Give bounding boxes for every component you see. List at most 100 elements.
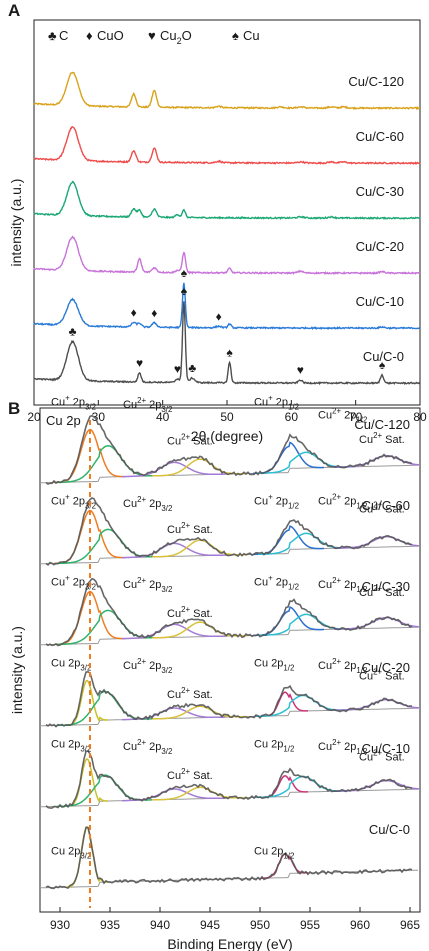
component-label-base: Cu	[318, 496, 332, 508]
component-label-base: Cu	[254, 496, 268, 508]
component-label-sup: 2+	[137, 738, 146, 747]
xps-baseline	[40, 626, 419, 646]
peak-marker: ♣	[188, 361, 196, 375]
xps-component-peak	[121, 707, 225, 721]
x-tick-label: 930	[50, 918, 70, 932]
component-label: Cu+ 2p3/2	[51, 393, 96, 411]
peak-marker: ♦	[216, 309, 222, 323]
component-label-sup: +	[65, 574, 70, 583]
component-label-mid: 2p	[65, 846, 80, 858]
xps-raw-data	[45, 577, 413, 647]
component-label-base: Cu	[254, 846, 268, 858]
component-label: Cu2+ 2p3/2	[123, 396, 172, 414]
component-label-sub: 1/2	[283, 852, 294, 861]
component-label-mid: 2p	[268, 739, 283, 751]
component-label-base: Cu	[123, 399, 137, 411]
component-label-tail: Sat.	[382, 503, 405, 515]
component-label-mid: 2p	[146, 741, 161, 753]
x-tick-label: 965	[400, 918, 420, 932]
component-label: Cu2+ 2p1/2	[318, 493, 367, 511]
component-label-sup: 2+	[137, 495, 146, 504]
xrd-series-line	[33, 282, 421, 330]
component-label-base: Cu	[359, 671, 373, 683]
component-label-base: Cu	[318, 409, 332, 421]
panel-a-letter: A	[8, 1, 20, 20]
component-label-sub: 3/2	[80, 745, 91, 754]
y-axis-label: intensity (a.u.)	[8, 179, 24, 267]
component-label: Cu 2p1/2	[254, 658, 294, 673]
component-label-base: Cu	[123, 660, 137, 672]
component-label-sup: 2+	[181, 432, 190, 441]
series-label: Cu/C-60	[356, 129, 404, 144]
component-label-base: Cu	[254, 396, 268, 408]
xps-component-peak	[65, 679, 108, 726]
component-label-sub: 3/2	[85, 502, 96, 511]
component-label-mid: 2p	[273, 577, 288, 589]
xps-component-peak	[253, 441, 324, 475]
component-label-sup: 2+	[181, 605, 190, 614]
xrd-series-line	[33, 301, 421, 386]
component-label-tail: Sat.	[382, 671, 405, 683]
component-label-base: Cu	[359, 587, 373, 599]
legend-label: CuO	[97, 28, 124, 43]
xps-raw-data	[45, 826, 413, 890]
component-label-sub: 1/2	[283, 664, 294, 673]
component-label: Cu2+ Sat.	[359, 584, 405, 599]
component-label-sup: 2+	[373, 431, 382, 440]
component-label-sub: 3/2	[161, 747, 172, 756]
component-label: Cu+ 2p1/2	[254, 393, 299, 411]
series-label: Cu/C-30	[362, 579, 410, 594]
component-label-sub: 3/2	[80, 664, 91, 673]
component-label-mid: 2p	[341, 496, 356, 508]
series-label: Cu/C-20	[362, 660, 410, 675]
component-label-mid: 2p	[341, 660, 356, 672]
component-label-base: Cu	[359, 434, 373, 446]
component-label-mid: 2p	[341, 409, 356, 421]
component-label: Cu+ 2p1/2	[254, 574, 299, 592]
component-label-sub: 1/2	[288, 402, 299, 411]
legend-symbol: ♦	[86, 28, 93, 43]
xps-component-peak	[261, 775, 308, 798]
xps-component-peak	[121, 461, 225, 478]
component-label-tail: Sat.	[190, 524, 213, 536]
component-label-base: Cu	[123, 741, 137, 753]
x-axis-label: Binding Energy (eV)	[167, 936, 292, 951]
component-label-sup: 2+	[373, 500, 382, 509]
component-label-tail: Sat.	[190, 608, 213, 620]
series-label: Cu/C-60	[362, 498, 410, 513]
series-label: Cu/C-20	[356, 239, 404, 254]
component-label-sup: 2+	[373, 584, 382, 593]
legend-label-tail: O	[182, 28, 192, 43]
component-label: Cu+ 2p3/2	[51, 574, 96, 592]
x-tick-label: 940	[150, 918, 170, 932]
x-tick-label: 60	[285, 410, 299, 424]
component-label: Cu2+ 2p1/2	[318, 576, 367, 594]
component-label-base: Cu	[254, 739, 268, 751]
component-label-sup: 2+	[332, 493, 341, 502]
component-label: Cu2+ Sat.	[167, 432, 213, 447]
component-label-base: Cu	[51, 739, 65, 751]
legend-label: Cu2O	[160, 28, 192, 46]
component-label-base: Cu	[318, 741, 332, 753]
component-label-base: Cu	[123, 579, 137, 591]
component-label-sub: 1/2	[288, 502, 299, 511]
component-label-sup: 2+	[137, 396, 146, 405]
component-label-base: Cu	[51, 577, 65, 589]
legend-label-base: Cu	[160, 28, 177, 43]
component-label-mid: 2p	[341, 741, 356, 753]
component-label: Cu2+ Sat.	[359, 749, 405, 764]
x-tick-label: 70	[349, 410, 363, 424]
component-label-sup: 2+	[181, 521, 190, 530]
component-label-sup: 2+	[373, 749, 382, 758]
component-label-mid: 2p	[273, 396, 288, 408]
legend-symbol: ♣	[48, 28, 57, 43]
panel-b-letter: B	[8, 399, 20, 418]
component-label: Cu+ 2p3/2	[51, 493, 96, 511]
component-label: Cu 2p3/2	[51, 739, 91, 754]
component-label: Cu 2p1/2	[254, 846, 294, 861]
xps-component-peak	[255, 775, 350, 799]
component-label-mid: 2p	[146, 399, 161, 411]
component-label-base: Cu	[51, 846, 65, 858]
panel-b-corner-label: Cu 2p	[46, 413, 81, 428]
component-label-mid: 2p	[146, 498, 161, 510]
